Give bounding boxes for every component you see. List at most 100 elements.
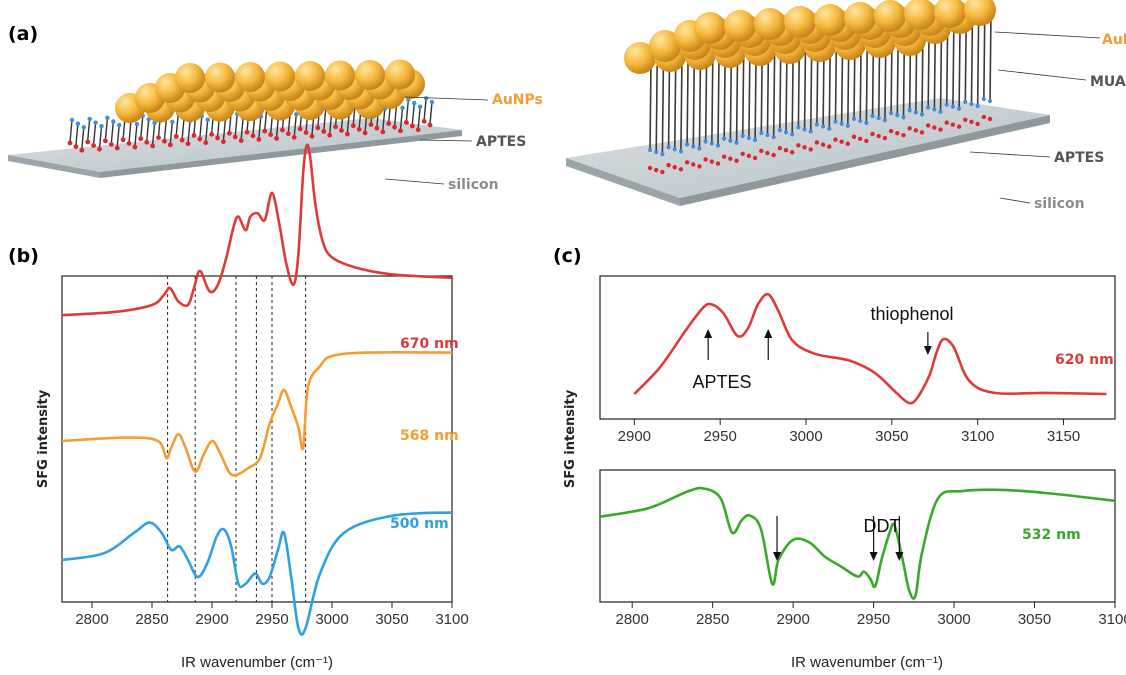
oxygen-atom (215, 135, 220, 141)
chart-c-top-series: 620 nm (633, 292, 1114, 405)
arrow-head (869, 552, 878, 561)
mua-molecule (717, 57, 720, 148)
x-tick-label: 2900 (195, 611, 228, 628)
x-tick-label: 3100 (1098, 611, 1126, 628)
panel-label-c: (c) (553, 245, 582, 267)
oxygen-atom (179, 137, 185, 143)
nitrogen-atom (648, 148, 652, 152)
oxygen-atom (162, 138, 167, 144)
chart-b-ylabel: SFG intensity (36, 389, 51, 488)
mua-molecule (970, 15, 974, 106)
mua-molecule (711, 55, 714, 146)
chart-b-frame (61, 275, 453, 603)
gold-nanoparticle (814, 4, 846, 36)
series-label: 568 nm (400, 428, 459, 444)
silicon-leader (384, 178, 445, 185)
mua-molecule (989, 12, 992, 104)
series-label: 620 nm (1055, 352, 1114, 368)
oxygen-atom (403, 120, 409, 125)
series-line-500-nm (61, 511, 453, 636)
oxygen-atom (108, 142, 114, 147)
label-aunps-left: AuNPs (492, 92, 543, 108)
nitrogen-atom (827, 126, 832, 131)
oxygen-atom (857, 136, 863, 142)
gold-nanoparticle (964, 0, 996, 26)
oxygen-atom (895, 130, 900, 136)
oxygen-atom (203, 140, 209, 146)
schematic-left: AuNPs APTES silicon (8, 59, 543, 193)
mua-molecule (661, 66, 665, 157)
aptes-molecule (222, 118, 227, 141)
chart-c-top-frame (599, 275, 1116, 420)
mua-molecule (952, 18, 955, 109)
nitrogen-atom (963, 99, 968, 104)
mua-molecule (673, 61, 677, 152)
oxygen-atom (789, 150, 795, 155)
nitrogen-atom (660, 152, 665, 157)
oxygen-atom (814, 140, 820, 145)
x-tick-label: 3100 (961, 428, 994, 445)
oxygen-atom (398, 128, 403, 134)
gold-nanoparticle (175, 63, 205, 93)
nitrogen-atom (833, 119, 838, 124)
x-tick-label: 2850 (135, 611, 168, 628)
oxygen-atom (321, 129, 327, 134)
series-line-620-nm (633, 292, 1107, 405)
silicon-slab-front (100, 130, 462, 178)
aptes-molecule (146, 119, 150, 142)
nitrogen-atom (740, 133, 745, 138)
nitrogen-atom (889, 111, 894, 116)
aptes-molecule (169, 121, 174, 144)
oxygen-atom (771, 152, 776, 158)
mua-molecule (735, 54, 739, 145)
nitrogen-atom (722, 136, 727, 141)
nitrogen-atom (969, 101, 974, 106)
nitrogen-atom (99, 123, 104, 129)
oxygen-atom (274, 135, 279, 141)
nitrogen-atom (777, 128, 782, 133)
oxygen-atom (209, 131, 215, 137)
nitrogen-atom (882, 118, 887, 123)
oxygen-atom (386, 121, 392, 126)
nitrogen-atom (981, 96, 986, 101)
oxygen-atom (421, 118, 427, 124)
mua-molecule (748, 49, 751, 140)
aptes-molecule (104, 117, 109, 140)
oxygen-atom (73, 144, 79, 150)
nitrogen-atom (417, 104, 423, 109)
nitrogen-atom (654, 150, 659, 155)
nitrogen-atom (294, 112, 299, 117)
oxygen-atom (120, 137, 126, 143)
silicon-slab-top (8, 118, 462, 172)
gold-nanoparticle (754, 8, 786, 40)
nitrogen-atom (839, 121, 844, 126)
chart-b-series (61, 143, 453, 636)
series-line-670-nm (61, 143, 453, 317)
nitrogen-atom (784, 130, 788, 135)
oxygen-atom (427, 122, 433, 128)
gold-nanoparticle (624, 42, 656, 74)
oxygen-atom (114, 145, 120, 151)
oxygen-atom (851, 134, 857, 139)
oxygen-atom (728, 156, 733, 161)
gold-nanoparticle (874, 0, 906, 32)
aptes-molecule (293, 114, 297, 137)
oxygen-atom (191, 133, 197, 138)
nitrogen-atom (691, 144, 696, 149)
chart-b: 2800 2850 2900 2950 3000 3050 3100 IR wavenumb… (36, 143, 469, 671)
oxygen-atom (684, 160, 690, 165)
chart-c-bottom-annotations: DDT (773, 516, 904, 561)
oxygen-atom (226, 130, 232, 136)
aptes-molecule (110, 121, 115, 144)
oxygen-atom (221, 139, 226, 145)
aptes-molecule (181, 117, 185, 140)
arrow-head (923, 346, 932, 355)
nitrogen-atom (988, 99, 992, 103)
chart-c-xlabel: IR wavenumber (cm⁻¹) (791, 654, 943, 671)
nitrogen-atom (858, 118, 863, 123)
oxygen-atom (796, 143, 801, 148)
oxygen-atom (285, 131, 291, 137)
oxygen-atom (907, 126, 912, 131)
aptes-molecule (116, 125, 120, 148)
